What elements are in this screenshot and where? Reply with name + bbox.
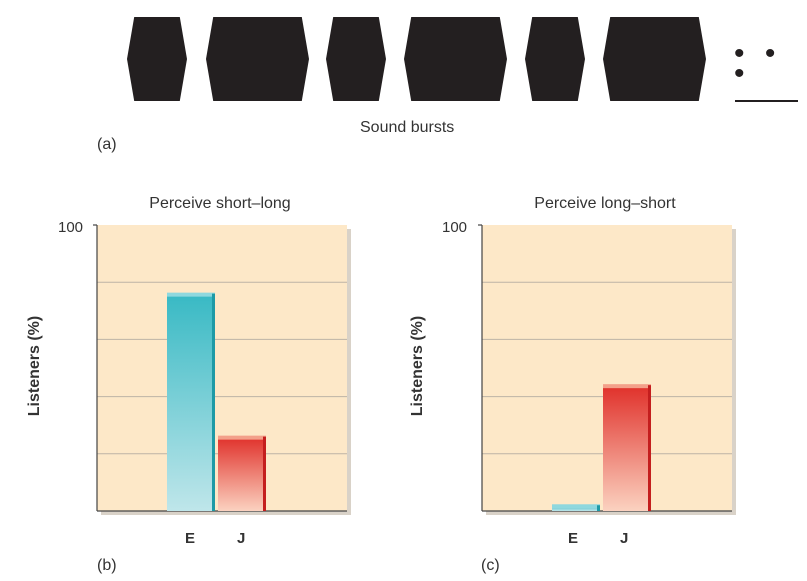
bar-top-J	[603, 384, 651, 389]
sound-bursts-row: • • •	[0, 0, 807, 110]
panel-b-label: (b)	[97, 557, 117, 574]
chart-b-ylabel: Listeners (%)	[26, 315, 43, 417]
bar-J	[603, 385, 651, 511]
chart-c-ylabel: Listeners (%)	[409, 315, 426, 417]
bar-edge-J	[263, 436, 266, 511]
bar-edge-E	[212, 293, 215, 511]
chart-c-title: Perceive long–short	[534, 195, 676, 212]
chart-b	[93, 224, 351, 515]
continuation-line	[735, 100, 798, 102]
bar-top-J	[218, 435, 266, 440]
bar-E	[167, 293, 215, 511]
bar-edge-J	[648, 385, 651, 511]
panel-c-label: (c)	[481, 557, 500, 574]
chart-c-ytick-100: 100	[442, 219, 468, 236]
chart-c-xtick-J: J	[620, 530, 629, 547]
continuation-dots: • • •	[734, 37, 782, 90]
sound-burst	[603, 17, 706, 101]
chart-c-xtick-E: E	[568, 530, 579, 547]
sound-burst	[404, 17, 507, 101]
chart-b-title: Perceive short–long	[149, 195, 291, 212]
sound-bursts-caption: Sound bursts	[360, 119, 455, 136]
chart-b-xtick-J: J	[237, 530, 246, 547]
chart-b-ytick-100: 100	[58, 219, 84, 236]
chart-b-xtick-E: E	[185, 530, 196, 547]
sound-burst	[326, 17, 386, 101]
bar-top-E	[167, 292, 215, 297]
sound-burst	[127, 17, 187, 101]
sound-burst	[525, 17, 585, 101]
sound-burst	[206, 17, 309, 101]
bar-J	[218, 436, 266, 511]
chart-c	[478, 224, 736, 515]
panel-a-label: (a)	[97, 136, 117, 153]
bar-top-E	[552, 504, 600, 509]
bar-edge-E	[597, 505, 600, 511]
